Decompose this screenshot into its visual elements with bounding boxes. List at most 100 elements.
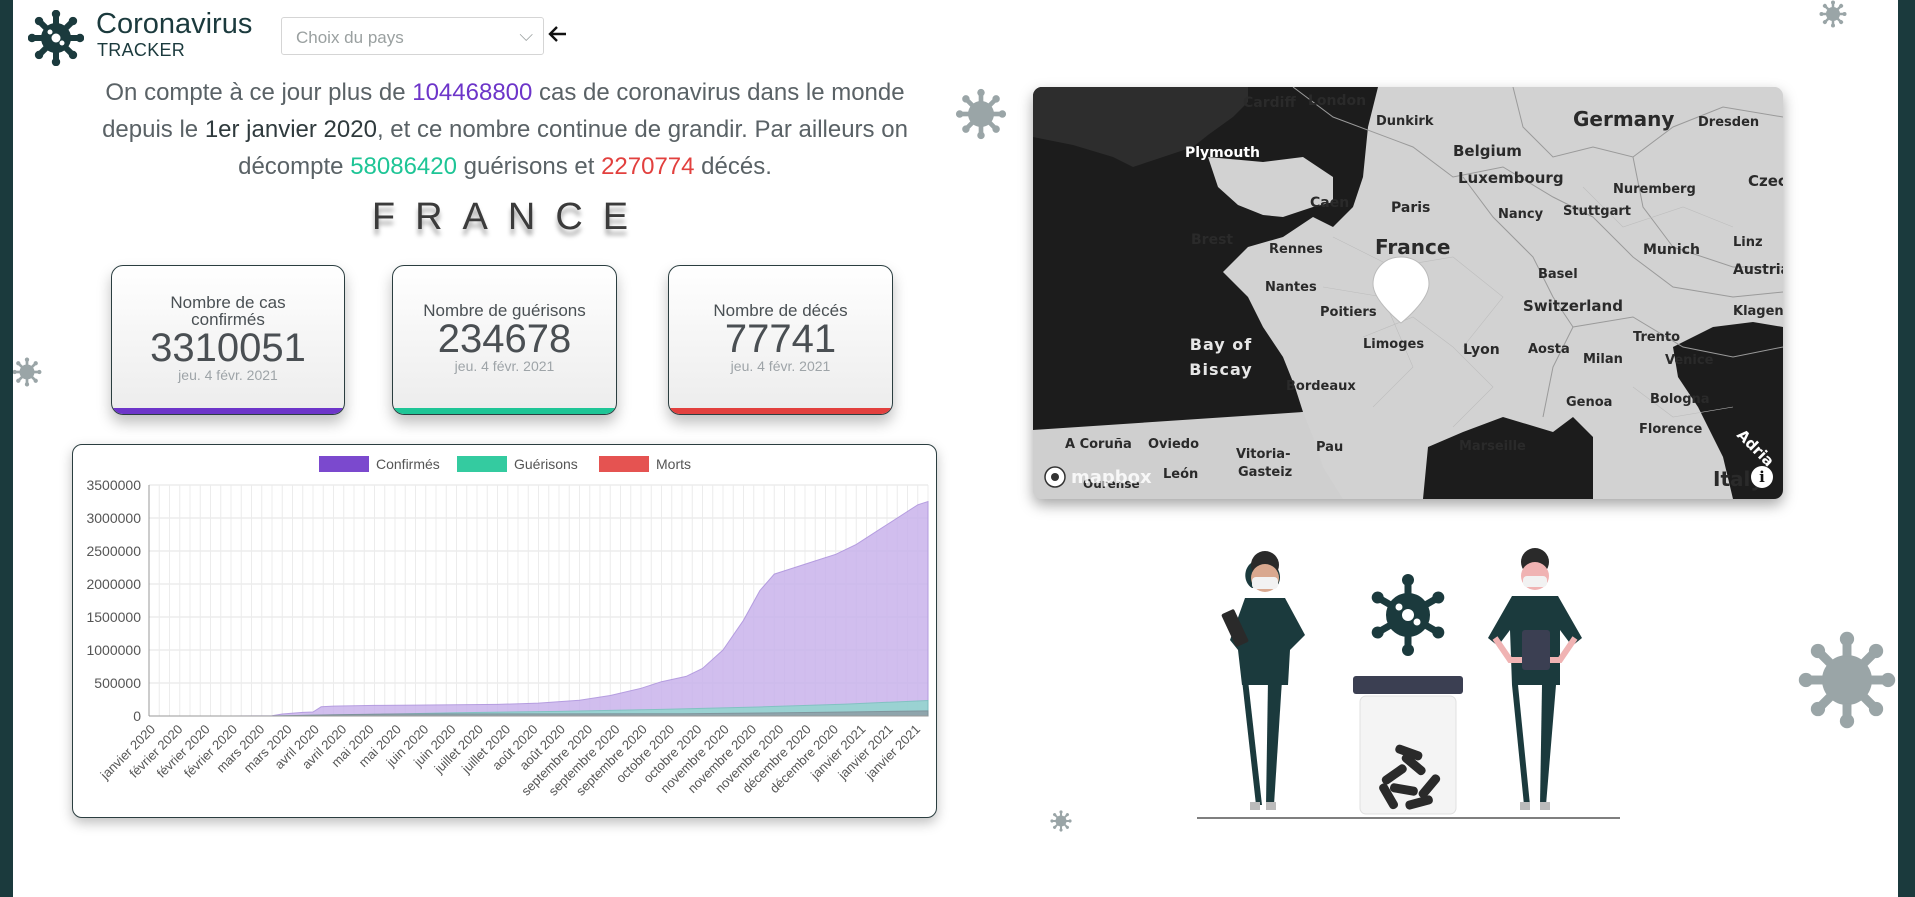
deaths-date: jeu. 4 févr. 2021 (730, 358, 831, 374)
map-label: Rennes (1269, 242, 1323, 257)
map-label: Oviedo (1148, 437, 1200, 452)
map-info-icon[interactable]: i (1751, 466, 1773, 488)
recovered-color-bar (393, 408, 616, 414)
confirmed-color-bar (112, 408, 344, 414)
country-map[interactable]: Cardiff London Dunkirk Germany Dresden Plymou… (1033, 87, 1783, 499)
country-select[interactable]: Choix du pays ⌵ (281, 17, 544, 55)
y-tick-label: 3500000 (86, 477, 141, 493)
map-label: Nancy (1498, 207, 1544, 222)
confirmed-value: 3310051 (150, 326, 306, 370)
map-attribution: mapbox (1071, 467, 1152, 488)
map-label: Stuttgart (1563, 204, 1631, 219)
intro-text: On compte à ce jour plus de 104468800 ca… (102, 79, 908, 180)
map-label: León (1163, 467, 1199, 482)
mapbox-logo-icon (1044, 466, 1066, 488)
map-label: A Coruña (1065, 437, 1132, 452)
map-label: Munich (1643, 242, 1700, 258)
decorative-virus-icon (1797, 630, 1897, 730)
map-terrain (1033, 87, 1783, 499)
map-label: Switzerland (1523, 297, 1623, 315)
legend-label: Morts (656, 456, 691, 472)
confirmed-card: Nombre de cas confirmés 3310051 jeu. 4 f… (111, 265, 345, 415)
y-tick-label: 2500000 (86, 543, 141, 559)
page: Coronavirus TRACKER Choix du pays ⌵ On c… (13, 0, 1898, 897)
left-worker (1221, 551, 1305, 810)
series-area-morts (149, 710, 929, 717)
map-label: Bordeaux (1286, 379, 1356, 394)
map-label: Bay of Biscay (1189, 335, 1253, 379)
legend-label: Confirmés (376, 456, 440, 472)
map-label: Nantes (1265, 280, 1317, 295)
decorative-virus-icon (955, 88, 1007, 140)
legend-swatch (319, 456, 369, 472)
deaths-label: Nombre de décés (713, 301, 848, 320)
map-label: Vitoria- (1236, 447, 1291, 462)
map-label: Limoges (1363, 337, 1425, 352)
confirmed-date: jeu. 4 févr. 2021 (178, 367, 278, 383)
deaths-color-bar (669, 408, 892, 414)
map-label: Bologna (1650, 392, 1710, 407)
world-deaths: 2270774 (601, 153, 695, 180)
map-label: Marseille (1459, 439, 1526, 454)
world-recovered: 58086420 (350, 153, 457, 180)
series-area-confirmés (149, 500, 929, 717)
map-label: France (1375, 235, 1451, 259)
map-label: Czec (1748, 172, 1783, 190)
map-label: Florence (1639, 422, 1703, 437)
pill-jar (1353, 676, 1463, 815)
map-label: Caen (1310, 195, 1350, 211)
recovered-card: Nombre de guérisons 234678 jeu. 4 févr. … (392, 265, 617, 415)
virus-logo-icon (28, 10, 84, 66)
map-label: Austria (1733, 262, 1783, 278)
app-title: Coronavirus (96, 8, 253, 40)
map-label: London (1308, 93, 1367, 109)
map-label: Trento (1633, 330, 1681, 345)
map-label: Nuremberg (1613, 182, 1696, 197)
deaths-value: 77741 (724, 317, 837, 361)
y-tick-label: 500000 (94, 675, 141, 691)
back-arrow-icon[interactable] (546, 22, 570, 46)
map-label: Venice (1665, 353, 1714, 368)
map-label: Dresden (1698, 115, 1760, 130)
country-name: FRANCE (371, 196, 649, 238)
map-label: Basel (1538, 267, 1578, 282)
map-label: Plymouth (1185, 145, 1261, 161)
world-cases: 104468800 (412, 79, 533, 106)
map-label: Linz (1733, 235, 1763, 250)
cases-chart-svg: Confirmés Guérisons Morts 3500000 3000000 250… (86, 456, 929, 799)
decorative-virus-icon (1050, 810, 1072, 832)
map-label: Brest (1191, 232, 1234, 248)
map-label: Belgium (1453, 142, 1522, 160)
map-label: Klagenfur (1733, 304, 1783, 319)
map-label: Aosta (1528, 342, 1570, 357)
map-label: Germany (1573, 107, 1675, 131)
start-date: 1er janvier 2020 (204, 116, 377, 143)
y-tick-label: 3000000 (86, 510, 141, 526)
y-tick-label: 1000000 (86, 642, 141, 658)
map-label: Pau (1316, 440, 1344, 455)
map-label: Genoa (1566, 395, 1613, 410)
center-virus (1371, 574, 1445, 656)
map-label: Dunkirk (1376, 114, 1434, 129)
map-label: Gasteiz (1238, 465, 1293, 480)
legend-label: Guérisons (514, 456, 578, 472)
map-label: Milan (1583, 352, 1623, 367)
legend-swatch (599, 456, 649, 472)
recovered-date: jeu. 4 févr. 2021 (454, 358, 555, 374)
map-label: Lyon (1463, 342, 1500, 358)
map-label: Luxembourg (1458, 169, 1564, 187)
map-label: Paris (1391, 200, 1431, 216)
map-marker-icon[interactable] (1372, 256, 1430, 324)
health-workers-illustration (1197, 548, 1620, 819)
map-label: Ourense (1083, 477, 1140, 491)
legend-swatch (457, 456, 507, 472)
map-label: Poitiers (1320, 305, 1377, 320)
decorative-virus-icon (13, 357, 42, 387)
recovered-value: 234678 (437, 317, 572, 361)
app-subtitle: TRACKER (97, 40, 186, 60)
y-tick-label: 0 (133, 708, 141, 724)
confirmed-label: Nombre de cas confirmés (170, 293, 286, 329)
map-label: Cardiff (1243, 95, 1296, 111)
y-tick-label: 2000000 (86, 576, 141, 592)
y-tick-label: 1500000 (86, 609, 141, 625)
